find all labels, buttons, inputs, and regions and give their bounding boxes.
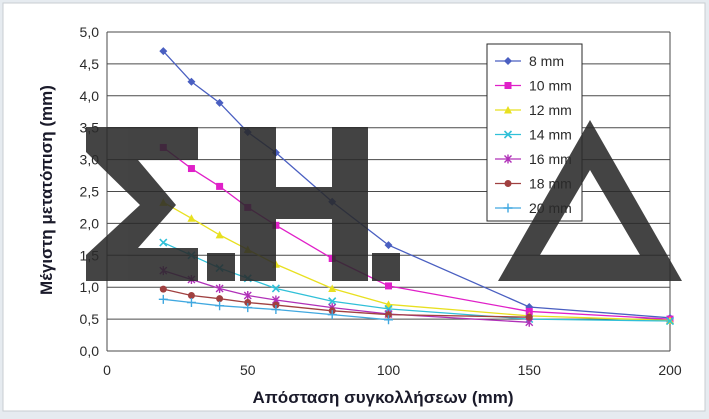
y-tick-label: 1,0 [80,279,100,295]
legend-label: 10 mm [529,78,572,94]
x-tick-label: 150 [518,362,542,378]
data-point [243,303,253,313]
data-point [243,290,252,300]
data-point [215,301,225,311]
x-tick-label: 50 [240,362,256,378]
data-point [384,241,393,250]
data-point [159,285,167,293]
series-line [163,288,530,318]
axes [106,32,671,351]
legend-label: 12 mm [529,102,572,118]
y-tick-label: 2,5 [80,184,100,200]
data-point [159,238,168,247]
legend-label: 8 mm [529,53,564,69]
y-tick-label: 4,5 [80,56,100,72]
data-point [504,154,512,164]
data-point [328,284,337,292]
data-point [215,230,224,239]
data-point [525,307,533,315]
data-point [271,284,280,293]
y-axis-label: Μέγιστη μετατόπιση (mm) [37,85,56,295]
x-axis-label: Απόσταση συγκολλήσεων (mm) [253,388,514,407]
data-point [665,316,675,326]
data-point [216,295,224,303]
data-point [186,298,196,308]
data-point [327,310,337,320]
series-line [163,269,530,323]
watermark-dot [207,253,235,281]
data-point [158,294,168,304]
series-18-mm [159,285,533,321]
data-point [504,180,512,187]
data-point [187,165,195,173]
data-point [504,82,512,89]
data-point [328,297,337,306]
y-tick-label: 5,0 [80,24,100,40]
y-tick-label: 2,0 [80,215,100,231]
data-point [503,203,513,213]
y-tick-label: 0,0 [80,343,100,359]
data-point [503,130,513,139]
data-point [384,315,393,325]
data-point [504,106,512,114]
data-point [385,282,392,290]
data-point [504,57,512,65]
x-tick-label: 0 [103,362,111,378]
data-point [216,182,224,190]
data-point [187,214,196,222]
data-point [159,47,168,56]
watermark-logo [86,120,682,281]
data-point [271,305,281,315]
legend-label: 14 mm [529,127,572,143]
data-point [187,291,195,299]
data-point [244,299,252,307]
y-tick-label: 0,5 [80,311,100,327]
x-tick-labels: 0 50 100 150 200 [103,362,682,378]
data-point [385,311,392,319]
watermark-sigma [86,127,198,281]
data-point [525,313,533,321]
data-point [187,77,196,86]
data-point [215,283,224,293]
watermark-delta [498,120,682,281]
legend-label: 16 mm [529,151,572,167]
watermark-dot [372,253,400,281]
data-point [215,98,224,107]
x-tick-label: 100 [377,362,401,378]
series-20-mm [158,294,393,325]
x-tick-label: 200 [658,362,682,378]
watermark-eta [240,127,368,281]
y-tick-label: 4,0 [80,88,100,104]
